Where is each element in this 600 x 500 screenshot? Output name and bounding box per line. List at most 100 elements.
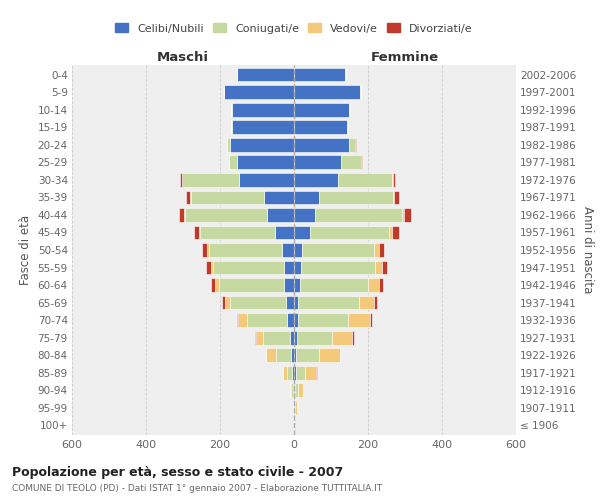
Bar: [352, 331, 354, 344]
Bar: [345, 68, 346, 82]
Bar: [392, 173, 393, 186]
Bar: [255, 331, 256, 344]
Bar: [379, 278, 383, 292]
Bar: [238, 156, 294, 169]
Bar: [294, 384, 295, 397]
Bar: [374, 260, 382, 274]
Bar: [256, 331, 263, 344]
Bar: [247, 314, 287, 327]
Bar: [294, 331, 297, 344]
Bar: [404, 208, 411, 222]
Bar: [215, 278, 218, 292]
Bar: [286, 296, 294, 310]
Bar: [379, 243, 384, 257]
Bar: [200, 226, 275, 239]
Bar: [239, 173, 294, 186]
Bar: [227, 138, 230, 151]
Y-axis label: Anni di nascita: Anni di nascita: [581, 206, 593, 294]
Bar: [349, 103, 350, 117]
Bar: [294, 296, 298, 310]
Bar: [310, 226, 389, 239]
Bar: [225, 296, 230, 310]
Bar: [298, 384, 302, 397]
Bar: [294, 68, 345, 82]
Legend: Celibi/Nubili, Coniugati/e, Vedovi/e, Divorziati/e: Celibi/Nubili, Coniugati/e, Vedovi/e, Di…: [111, 19, 477, 38]
Bar: [319, 348, 340, 362]
Bar: [298, 296, 359, 310]
Bar: [332, 331, 352, 344]
Y-axis label: Fasce di età: Fasce di età: [19, 215, 32, 285]
Bar: [293, 384, 294, 397]
Bar: [294, 86, 360, 99]
Bar: [338, 173, 392, 186]
Bar: [294, 348, 296, 362]
Bar: [294, 366, 296, 380]
Bar: [231, 120, 232, 134]
Bar: [319, 190, 393, 204]
Bar: [238, 68, 294, 82]
Bar: [294, 226, 310, 239]
Bar: [287, 314, 294, 327]
Bar: [224, 86, 294, 99]
Bar: [207, 243, 209, 257]
Bar: [347, 314, 370, 327]
Bar: [212, 260, 284, 274]
Bar: [186, 190, 190, 204]
Bar: [179, 173, 182, 186]
Bar: [294, 173, 338, 186]
Bar: [211, 260, 212, 274]
Bar: [305, 366, 316, 380]
Bar: [316, 366, 317, 380]
Bar: [301, 260, 374, 274]
Bar: [302, 243, 374, 257]
Bar: [266, 348, 275, 362]
Bar: [294, 103, 349, 117]
Text: Femmine: Femmine: [371, 51, 439, 64]
Bar: [296, 366, 305, 380]
Bar: [229, 156, 238, 169]
Text: Popolazione per età, sesso e stato civile - 2007: Popolazione per età, sesso e stato civil…: [12, 466, 343, 479]
Bar: [316, 208, 403, 222]
Bar: [294, 260, 301, 274]
Bar: [275, 348, 291, 362]
Bar: [296, 348, 319, 362]
Bar: [238, 314, 247, 327]
Bar: [206, 260, 211, 274]
Bar: [294, 138, 349, 151]
Bar: [360, 86, 361, 99]
Bar: [185, 208, 268, 222]
Bar: [294, 401, 295, 414]
Bar: [191, 190, 263, 204]
Bar: [237, 314, 238, 327]
Bar: [292, 384, 293, 397]
Bar: [292, 366, 294, 380]
Bar: [293, 401, 294, 414]
Bar: [361, 156, 362, 169]
Bar: [374, 243, 379, 257]
Bar: [218, 278, 284, 292]
Bar: [294, 208, 316, 222]
Bar: [393, 190, 394, 204]
Bar: [263, 190, 294, 204]
Bar: [199, 226, 200, 239]
Bar: [291, 348, 294, 362]
Bar: [290, 331, 294, 344]
Bar: [194, 226, 199, 239]
Bar: [202, 243, 207, 257]
Bar: [294, 190, 319, 204]
Bar: [341, 156, 361, 169]
Bar: [263, 331, 290, 344]
Bar: [295, 401, 296, 414]
Bar: [393, 173, 395, 186]
Bar: [349, 138, 355, 151]
Bar: [294, 278, 299, 292]
Bar: [370, 314, 372, 327]
Bar: [230, 138, 294, 151]
Bar: [211, 278, 215, 292]
Bar: [294, 156, 341, 169]
Bar: [287, 366, 292, 380]
Bar: [232, 103, 294, 117]
Bar: [179, 208, 184, 222]
Bar: [347, 120, 349, 134]
Bar: [232, 120, 294, 134]
